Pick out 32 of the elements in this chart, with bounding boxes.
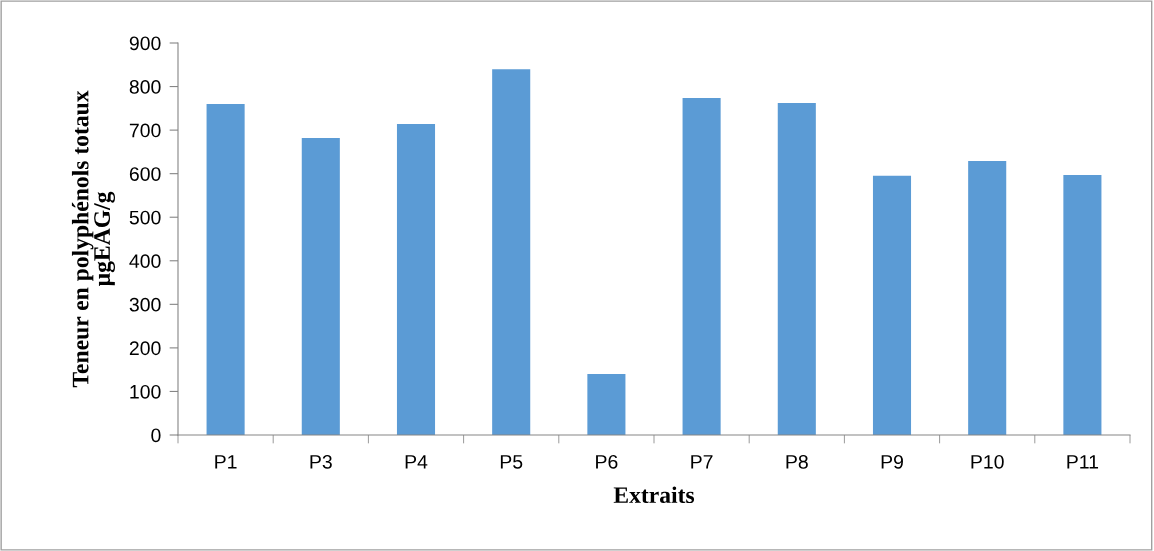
bar [206,103,245,435]
x-tick-label: P6 [596,454,618,469]
y-tick-label: 800 [129,80,161,94]
y-tick-label: 900 [129,36,161,51]
y-tick-label: 200 [129,341,161,356]
x-tick-label: P9 [881,454,903,469]
x-tick-label: P8 [786,454,808,469]
bar [872,175,912,435]
x-tick-label: P3 [310,454,332,469]
x-axis-title: Extraits [613,486,695,504]
x-tick-label: P11 [1067,455,1099,469]
y-axis-title: Teneur en polyphénols totaux µgEAG/g [71,90,116,388]
y-tick-label: 500 [129,210,161,225]
x-tick-label: P5 [500,455,523,469]
bar [492,69,531,435]
x-tick-label: P10 [971,454,1004,469]
bar [587,374,626,435]
y-tick-label: 0 [151,428,161,443]
bar [682,97,721,435]
bar [1063,174,1102,435]
y-tick-label: 700 [129,123,161,138]
bar [968,161,1007,435]
bar [396,124,436,435]
x-tick-label: P1 [215,455,237,469]
x-tick-label: P4 [405,455,428,469]
x-tick-label: P7 [691,455,713,469]
bar [301,137,340,435]
bar [777,103,816,435]
y-tick-label: 300 [129,297,161,312]
y-tick-label: 100 [130,384,161,399]
y-tick-label: 400 [129,254,161,269]
y-tick-label: 600 [129,167,161,181]
